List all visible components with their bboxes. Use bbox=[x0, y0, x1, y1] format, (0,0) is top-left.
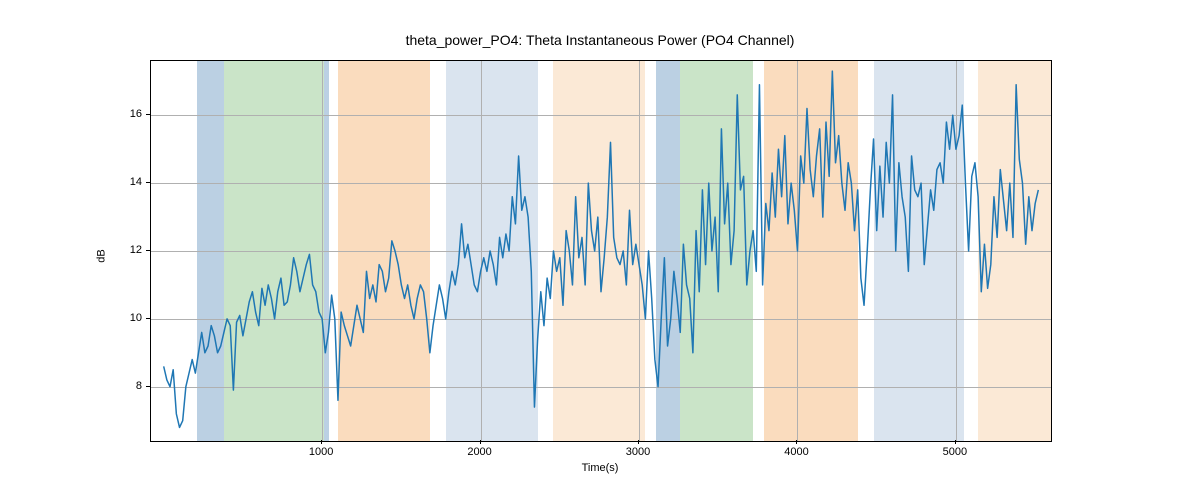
chart-title: theta_power_PO4: Theta Instantaneous Pow… bbox=[0, 32, 1200, 48]
x-tick-mark bbox=[638, 440, 639, 444]
figure: theta_power_PO4: Theta Instantaneous Pow… bbox=[0, 0, 1200, 500]
x-tick-label: 3000 bbox=[626, 446, 650, 458]
y-tick-label: 8 bbox=[118, 380, 142, 392]
x-tick-mark bbox=[955, 440, 956, 444]
x-tick-mark bbox=[796, 440, 797, 444]
y-axis-label: dB bbox=[96, 249, 108, 262]
y-tick-label: 14 bbox=[118, 176, 142, 188]
line-series-svg bbox=[151, 61, 1051, 441]
y-tick-label: 12 bbox=[118, 244, 142, 256]
x-tick-label: 5000 bbox=[943, 446, 967, 458]
x-tick-label: 4000 bbox=[784, 446, 808, 458]
x-axis-label: Time(s) bbox=[0, 462, 1200, 474]
y-tick-mark bbox=[146, 114, 150, 115]
y-tick-mark bbox=[146, 386, 150, 387]
data-line bbox=[164, 71, 1039, 427]
x-tick-label: 1000 bbox=[309, 446, 333, 458]
y-tick-mark bbox=[146, 250, 150, 251]
y-tick-mark bbox=[146, 318, 150, 319]
x-tick-mark bbox=[480, 440, 481, 444]
plot-area bbox=[150, 60, 1052, 442]
y-tick-label: 10 bbox=[118, 312, 142, 324]
y-tick-mark bbox=[146, 182, 150, 183]
x-tick-label: 2000 bbox=[467, 446, 491, 458]
y-tick-label: 16 bbox=[118, 108, 142, 120]
x-tick-mark bbox=[321, 440, 322, 444]
